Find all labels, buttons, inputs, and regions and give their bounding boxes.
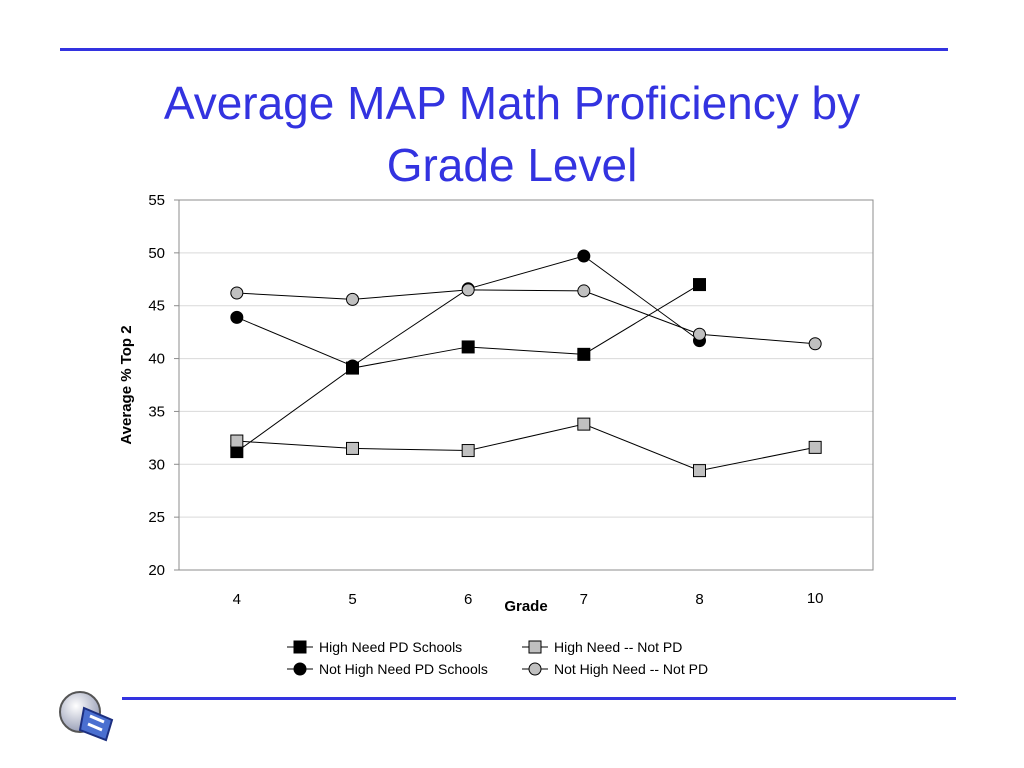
bottom-rule (122, 697, 956, 700)
y-tick-label: 30 (148, 456, 165, 473)
data-point-series-4 (808, 337, 822, 351)
legend-label: High Need -- Not PD (554, 639, 682, 655)
data-point-series-3 (346, 359, 359, 373)
data-point-series-2 (230, 434, 244, 448)
data-point-series-4 (346, 292, 359, 306)
series-line-1 (236, 284, 700, 453)
legend-marker (528, 662, 542, 676)
data-point-series-2 (693, 464, 706, 478)
legend-label: High Need PD Schools (319, 639, 462, 655)
data-point-series-4 (693, 327, 706, 341)
y-tick-label: 25 (148, 509, 165, 526)
data-point-series-3 (230, 310, 244, 324)
data-point-series-2 (461, 444, 475, 458)
data-point-series-1 (693, 278, 706, 292)
y-tick-label: 50 (148, 245, 165, 262)
data-point-series-4 (230, 286, 244, 300)
data-point-series-2 (577, 417, 591, 431)
series-line-4 (236, 289, 816, 345)
page-title: Average MAP Math Proficiency by Grade Le… (40, 72, 984, 196)
top-rule (60, 48, 948, 51)
title-line-2: Grade Level (386, 139, 638, 191)
legend-marker (293, 640, 307, 654)
data-point-series-4 (461, 283, 475, 297)
data-point-series-4 (577, 284, 591, 298)
legend-label: Not High Need PD Schools (319, 661, 488, 677)
x-tick-label: 10 (807, 590, 824, 607)
legend-marker (293, 662, 307, 676)
y-tick-label: 55 (148, 192, 165, 209)
y-tick-label: 45 (148, 298, 165, 315)
x-tick-label: 5 (348, 591, 356, 608)
x-tick-label: 7 (580, 591, 588, 608)
logo-icon (59, 691, 114, 742)
y-tick-label: 35 (148, 403, 165, 420)
plot-area (178, 199, 874, 571)
x-tick-label: 6 (464, 591, 472, 608)
x-axis-label: Grade (504, 598, 547, 615)
legend-label: Not High Need -- Not PD (554, 661, 708, 677)
title-line-1: Average MAP Math Proficiency by (163, 77, 861, 129)
x-tick-label: 8 (695, 591, 703, 608)
y-tick-label: 20 (148, 562, 165, 579)
data-point-series-1 (577, 347, 591, 361)
legend-marker (528, 640, 542, 654)
x-tick-label: 4 (233, 591, 241, 608)
data-point-series-2 (808, 440, 822, 454)
data-point-series-3 (577, 249, 591, 263)
y-axis-label: Average % Top 2 (118, 325, 135, 444)
y-tick-label: 40 (148, 351, 165, 368)
data-point-series-1 (461, 340, 475, 354)
series-line-2 (236, 423, 816, 472)
data-point-series-2 (346, 441, 359, 455)
